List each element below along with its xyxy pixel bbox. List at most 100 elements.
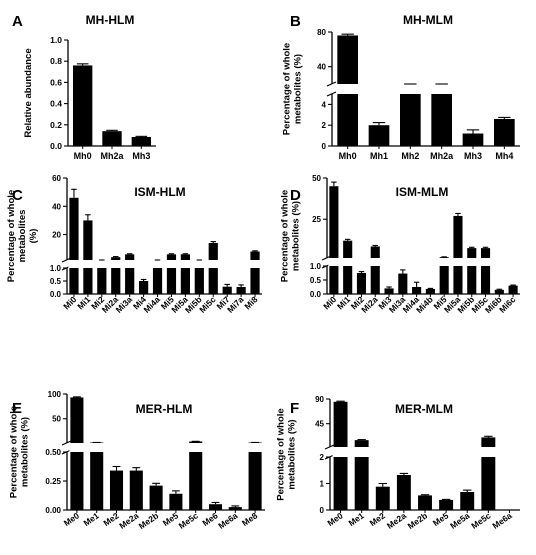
y-tick-label: 4: [322, 100, 327, 109]
y-tick-label: 45: [315, 420, 324, 429]
y-axis-label: Percentage of whole metabolites (%): [280, 190, 302, 282]
panel-letter: E: [12, 400, 22, 417]
x-tick-label: Mh0: [74, 151, 92, 161]
bar-mi8: [250, 251, 260, 294]
panel-letter: A: [12, 13, 23, 30]
bar-break-gap: [96, 260, 108, 268]
axis-break-mark: [326, 91, 337, 97]
chart-title: ISM-HLM: [134, 185, 185, 199]
y-tick-label: 2: [322, 121, 327, 130]
bar-break-gap: [342, 258, 354, 266]
chart-panel-f: F MER-MLM Percentage of whole metabolites (…: [276, 395, 520, 531]
bar-break-gap: [68, 260, 80, 268]
y-tick-label: 40: [52, 202, 61, 211]
y-axis-label-line: Relative abundance: [23, 48, 34, 137]
bar-mi3a: [398, 273, 408, 294]
y-axis-label: Percentage of whole metabolites (%): [282, 43, 304, 135]
y-tick-label: 0.4: [50, 99, 62, 109]
y-tick-label: 0.25: [45, 477, 61, 486]
bar-mi5b: [194, 260, 204, 294]
bar-mh0: [72, 65, 93, 146]
bar-me0: [70, 397, 84, 510]
y-tick-label: 60: [52, 174, 61, 183]
bar-mh2a: [431, 84, 453, 146]
bar-mi4b: [425, 288, 435, 294]
chart-panel-c: C ISM-HLM Percentage of whole metabolites (%…: [6, 174, 262, 315]
panel-letter: F: [290, 400, 299, 417]
bar-mi3a: [125, 254, 135, 294]
y-tick-label: 0.50: [45, 448, 61, 457]
y-tick-label: 1.0: [50, 35, 62, 45]
y-tick-label: 0.5: [310, 276, 322, 285]
bar-mi4: [139, 281, 149, 294]
bar-break-gap: [398, 84, 422, 94]
bar-break-gap: [247, 443, 263, 452]
y-tick-label: 25: [312, 215, 321, 224]
y-tick-label: 50: [312, 174, 321, 183]
x-tick-label: Me2b: [406, 510, 430, 531]
x-tick-label: Mh2: [401, 151, 419, 161]
bar-mi7: [222, 286, 232, 294]
chart-title: MER-HLM: [136, 402, 193, 416]
bar-me2: [375, 486, 390, 510]
chart-panel-b: B MH-MLM Percentage of whole metabolites (%…: [282, 13, 520, 161]
x-tick-label: Mh2a: [100, 151, 124, 161]
x-tick-label: Me2a: [117, 510, 140, 531]
y-tick-label: 1: [320, 480, 325, 489]
bar-mi0: [329, 186, 339, 294]
bar-me8: [248, 442, 262, 510]
x-tick-label: Me1: [82, 510, 102, 528]
chart-panel-a: A MH-HLM Relative abundance 0.0 0.2 0.4 0.6 0.8…: [12, 13, 156, 161]
y-axis-label-line: Percentage of whole: [282, 43, 293, 135]
bar-me2b: [149, 485, 163, 510]
bar-mh3: [462, 133, 484, 146]
bar-break-gap: [479, 258, 492, 266]
y-axis-label-line: Percentage of whole: [280, 190, 291, 282]
bar-mh2: [399, 84, 421, 146]
chart-title: MER-MLM: [395, 402, 453, 416]
chart-panel-d: D ISM-MLM Percentage of whole metabolites (…: [280, 174, 520, 315]
bar-mi6c: [508, 285, 518, 294]
x-tick-label: Mh4: [495, 151, 513, 161]
bar-break-gap: [452, 258, 464, 266]
chart-panel-e: E MER-HLM Percentage of whole metabolites (…: [9, 390, 265, 531]
bar-break-gap: [369, 258, 381, 266]
x-tick-label: Me2: [368, 510, 388, 528]
bar-mh3: [131, 136, 152, 146]
y-tick-label: 0: [322, 142, 327, 151]
bar-break-gap: [124, 260, 136, 268]
bar-mi5a: [180, 254, 190, 294]
bar-me5: [169, 493, 183, 510]
bar-mi5c: [208, 243, 218, 294]
panel-letter: D: [290, 187, 301, 204]
x-tick-label: Mh2a: [430, 151, 454, 161]
x-tick-label: Me5: [161, 510, 181, 528]
y-tick-label: 80: [317, 28, 326, 37]
x-tick-label: Me0: [325, 510, 345, 528]
chart-title: ISM-MLM: [396, 185, 449, 199]
y-axis-label-line: (%): [28, 229, 39, 244]
bar-mi5b: [467, 248, 477, 294]
bar-break-gap: [179, 260, 191, 268]
bar-mi5: [166, 254, 177, 294]
y-tick-label: 0.0: [310, 290, 322, 299]
bar-break-gap: [193, 260, 205, 268]
y-tick-label: 0.6: [50, 77, 62, 87]
bar-mh1: [368, 125, 390, 146]
y-tick-label: 0.8: [50, 56, 62, 66]
x-tick-label: Me0: [62, 510, 82, 528]
bar-break-gap: [332, 447, 349, 457]
x-tick-label: Me2: [101, 510, 121, 528]
bar-mi2a: [370, 246, 380, 294]
y-axis-label-line: metabolites (%): [287, 419, 298, 489]
bar-break-gap: [353, 447, 370, 457]
bar-me5a: [460, 491, 475, 510]
bar-break-gap: [82, 260, 94, 268]
bar-mi1: [83, 220, 93, 294]
y-tick-label: 2: [320, 453, 325, 462]
y-axis-label-line: metabolites (%): [20, 417, 31, 487]
panel-letter: C: [12, 187, 23, 204]
y-axis-label-line: Percentage of whole: [6, 190, 17, 282]
